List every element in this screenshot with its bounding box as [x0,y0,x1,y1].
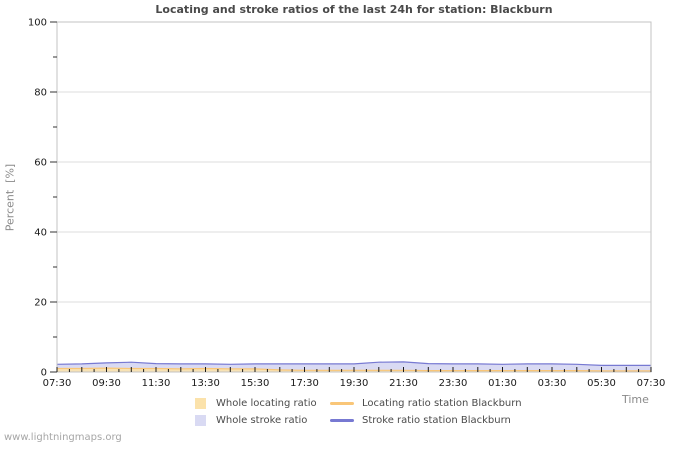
legend-label-locating-ratio-station: Locating ratio station Blackburn [362,397,522,409]
legend-label-stroke-ratio-station: Stroke ratio station Blackburn [362,414,511,426]
plot-border [56,21,652,373]
x-tick-label: 15:30 [241,378,270,389]
legend-swatch-whole-stroke-ratio [195,414,206,426]
x-tick-label: 09:30 [92,378,121,389]
x-tick-label: 21:30 [389,378,418,389]
y-tick-label: 80 [34,88,47,99]
x-tick-label: 05:30 [587,378,616,389]
legend-line-stroke-ratio-station [330,418,354,422]
legend-label-whole-stroke-ratio: Whole stroke ratio [216,414,308,426]
x-tick-label: 13:30 [191,378,220,389]
x-tick-label: 23:30 [439,378,468,389]
watermark: www.lightningmaps.org [4,432,122,443]
legend-line-locating-ratio-station [330,401,354,405]
x-tick-label: 07:30 [43,378,72,389]
legend-row: Whole locating ratio Locating ratio stat… [195,396,522,410]
x-axis-title: Time [622,393,649,406]
x-tick-label: 11:30 [142,378,171,389]
y-tick-label: 0 [41,368,47,379]
legend-label-whole-locating-ratio: Whole locating ratio [216,397,317,409]
chart-title: Locating and stroke ratios of the last 2… [155,3,553,16]
y-tick-label: 60 [34,158,47,169]
x-tick-label: 07:30 [637,378,666,389]
x-tick-label: 19:30 [340,378,369,389]
y-tick-label: 40 [34,228,47,239]
x-tick-label: 03:30 [538,378,567,389]
legend-row: Whole stroke ratio Stroke ratio station … [195,413,522,427]
x-tick-label: 01:30 [488,378,517,389]
y-tick-label: 100 [28,18,47,29]
x-tick-label: 17:30 [290,378,319,389]
line-series [56,361,651,366]
y-tick-label: 20 [34,298,47,309]
chart-legend: Whole locating ratio Locating ratio stat… [195,396,522,430]
legend-swatch-whole-locating-ratio [195,397,206,409]
